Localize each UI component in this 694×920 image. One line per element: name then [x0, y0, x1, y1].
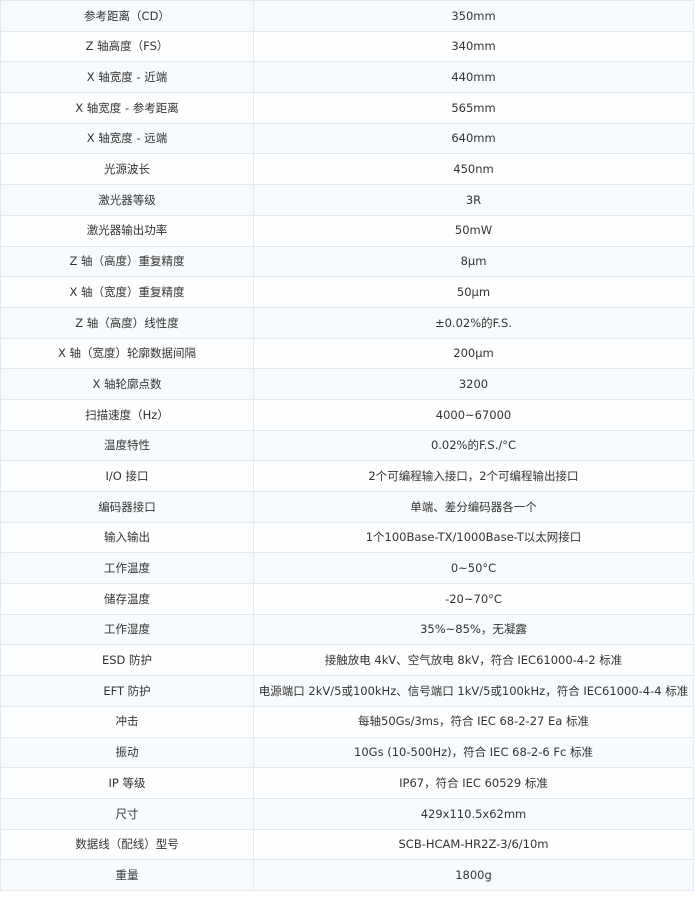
table-row: X 轴轮廓点数 3200 [0, 368, 694, 400]
spec-label: 储存温度 [0, 583, 254, 615]
table-row: 光源波长 450nm [0, 153, 694, 186]
spec-value: 4000~67000 [253, 398, 694, 431]
spec-value: 50μm [253, 276, 694, 308]
spec-value: 565mm [253, 92, 694, 124]
spec-value: 接触放电 4kV、空气放电 8kV，符合 IEC61000-4-2 标准 [253, 644, 694, 677]
table-row: EFT 防护 电源端口 2kV/5或100kHz、信号端口 1kV/5或100kH… [0, 675, 694, 707]
table-row: X 轴宽度 - 近端 440mm [0, 61, 694, 94]
spec-value: -20~70°C [253, 583, 694, 615]
spec-value: 35%~85%，无凝露 [253, 613, 694, 646]
table-row: ESD 防护 接触放电 4kV、空气放电 8kV，符合 IEC61000-4-2 … [0, 644, 694, 677]
spec-value: 200μm [253, 337, 694, 370]
spec-label: 冲击 [0, 705, 254, 738]
spec-value: 350mm [253, 0, 694, 32]
spec-label: X 轴宽度 - 远端 [0, 122, 254, 155]
table-row: 工作湿度 35%~85%，无凝露 [0, 613, 694, 646]
spec-value: 640mm [253, 122, 694, 155]
spec-table: 参考距离（CD） 350mm Z 轴高度（FS） 340mm X 轴宽度 - 近端 440… [0, 0, 694, 891]
spec-value: 450nm [253, 153, 694, 186]
spec-label: X 轴宽度 - 近端 [0, 61, 254, 94]
spec-value: 3200 [253, 368, 694, 400]
spec-value: 每轴50Gs/3ms，符合 IEC 68-2-27 Ea 标准 [253, 705, 694, 738]
table-row: 参考距离（CD） 350mm [0, 0, 694, 32]
table-row: 激光器等级 3R [0, 184, 694, 216]
table-row: Z 轴（高度）重复精度 8μm [0, 245, 694, 278]
spec-label: X 轴（宽度）轮廓数据间隔 [0, 337, 254, 370]
spec-value: 1个100Base-TX/1000Base-T以太网接口 [253, 521, 694, 554]
spec-label: 激光器等级 [0, 184, 254, 216]
spec-value: 50mW [253, 214, 694, 247]
spec-label: ESD 防护 [0, 644, 254, 677]
table-row: Z 轴高度（FS） 340mm [0, 30, 694, 63]
spec-label: 光源波长 [0, 153, 254, 186]
spec-value: 340mm [253, 30, 694, 63]
spec-value: 3R [253, 184, 694, 216]
spec-value: 1800g [253, 859, 694, 891]
spec-label: 工作温度 [0, 552, 254, 585]
table-row: IP 等级 IP67，符合 IEC 60529 标准 [0, 767, 694, 799]
table-row: 重量 1800g [0, 859, 694, 891]
spec-value: 10Gs (10-500Hz)，符合 IEC 68-2-6 Fc 标准 [253, 736, 694, 769]
spec-value: 0.02%的F.S./°C [253, 429, 694, 462]
spec-label: 尺寸 [0, 797, 254, 830]
spec-value: 2个可编程输入接口，2个可编程输出接口 [253, 460, 694, 492]
table-row: 温度特性 0.02%的F.S./°C [0, 429, 694, 462]
spec-label: Z 轴（高度）线性度 [0, 306, 254, 339]
table-row: X 轴宽度 - 远端 640mm [0, 122, 694, 155]
spec-value: 440mm [253, 61, 694, 94]
table-row: 输入输出 1个100Base-TX/1000Base-T以太网接口 [0, 521, 694, 554]
table-row: 储存温度 -20~70°C [0, 583, 694, 615]
spec-value: IP67，符合 IEC 60529 标准 [253, 767, 694, 799]
table-row: 激光器输出功率 50mW [0, 214, 694, 247]
spec-label: X 轴（宽度）重复精度 [0, 276, 254, 308]
table-row: I/O 接口 2个可编程输入接口，2个可编程输出接口 [0, 460, 694, 492]
spec-value: 电源端口 2kV/5或100kHz、信号端口 1kV/5或100kHz，符合 I… [253, 675, 694, 707]
spec-value: ±0.02%的F.S. [253, 306, 694, 339]
table-row: 冲击 每轴50Gs/3ms，符合 IEC 68-2-27 Ea 标准 [0, 705, 694, 738]
spec-label: 数据线（配线）型号 [0, 828, 254, 861]
spec-label: 工作湿度 [0, 613, 254, 646]
spec-label: I/O 接口 [0, 460, 254, 492]
spec-label: X 轴宽度 - 参考距离 [0, 92, 254, 124]
spec-label: IP 等级 [0, 767, 254, 799]
table-row: 振动 10Gs (10-500Hz)，符合 IEC 68-2-6 Fc 标准 [0, 736, 694, 769]
table-row: 编码器接口 单端、差分编码器各一个 [0, 491, 694, 523]
table-row: X 轴（宽度）轮廓数据间隔 200μm [0, 337, 694, 370]
spec-value: 单端、差分编码器各一个 [253, 491, 694, 523]
spec-label: Z 轴高度（FS） [0, 30, 254, 63]
spec-label: 振动 [0, 736, 254, 769]
table-row: X 轴（宽度）重复精度 50μm [0, 276, 694, 308]
spec-label: EFT 防护 [0, 675, 254, 707]
spec-label: 温度特性 [0, 429, 254, 462]
spec-label: Z 轴（高度）重复精度 [0, 245, 254, 278]
spec-label: 参考距离（CD） [0, 0, 254, 32]
spec-label: 扫描速度（Hz） [0, 398, 254, 431]
table-row: 工作温度 0~50°C [0, 552, 694, 585]
table-row: 扫描速度（Hz） 4000~67000 [0, 398, 694, 431]
spec-value: 8μm [253, 245, 694, 278]
table-row: 数据线（配线）型号 SCB-HCAM-HR2Z-3/6/10m [0, 828, 694, 861]
spec-label: 输入输出 [0, 521, 254, 554]
table-row: X 轴宽度 - 参考距离 565mm [0, 92, 694, 124]
table-row: Z 轴（高度）线性度 ±0.02%的F.S. [0, 306, 694, 339]
spec-value: SCB-HCAM-HR2Z-3/6/10m [253, 828, 694, 861]
spec-label: 重量 [0, 859, 254, 891]
spec-value: 429x110.5x62mm [253, 797, 694, 830]
spec-label: X 轴轮廓点数 [0, 368, 254, 400]
spec-label: 编码器接口 [0, 491, 254, 523]
spec-label: 激光器输出功率 [0, 214, 254, 247]
spec-value: 0~50°C [253, 552, 694, 585]
table-row: 尺寸 429x110.5x62mm [0, 797, 694, 830]
